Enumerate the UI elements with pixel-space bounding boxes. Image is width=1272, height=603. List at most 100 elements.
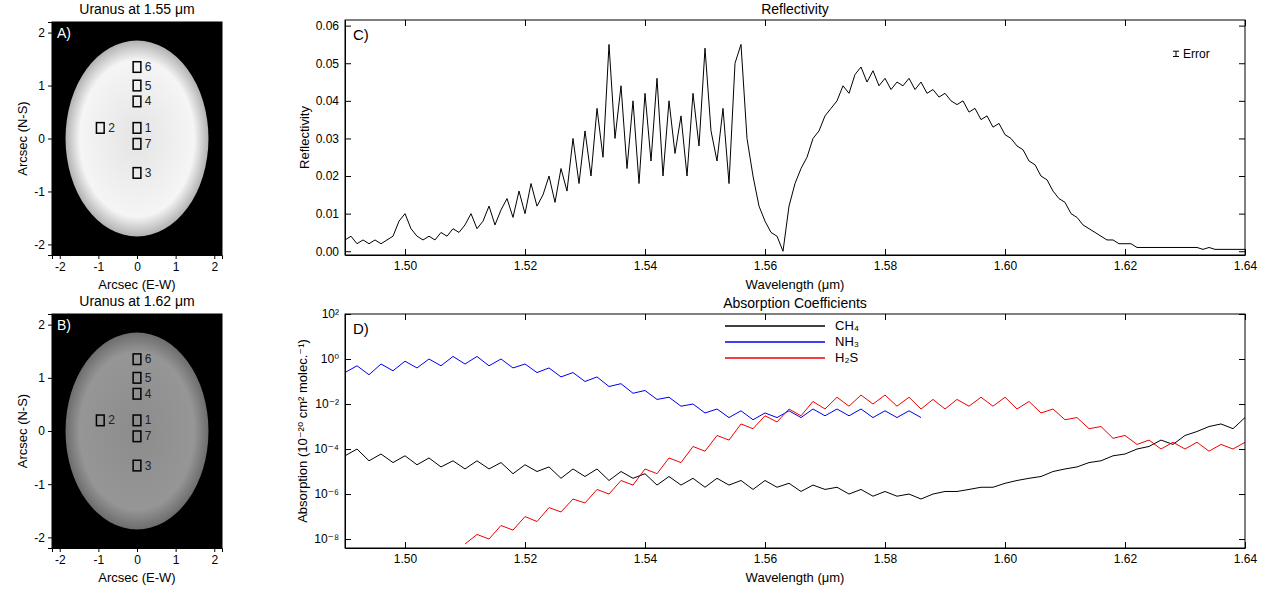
tick xyxy=(1125,20,1126,26)
tick xyxy=(765,20,766,26)
tick-mark xyxy=(345,359,351,360)
box-label: 6 xyxy=(145,60,152,74)
tick-mark xyxy=(345,138,351,139)
tick-mark xyxy=(345,539,351,540)
planet-disk xyxy=(66,41,209,237)
tick-mark xyxy=(885,249,886,255)
box-label: 3 xyxy=(145,166,152,180)
tick-mark xyxy=(1245,314,1246,320)
tick-label: 1.50 xyxy=(394,552,418,566)
tick-mark xyxy=(1239,63,1245,64)
tick-mark xyxy=(345,26,351,27)
line-panel: 1.501.521.541.561.581.601.621.640.000.01… xyxy=(316,19,1258,273)
tick: 1.64 xyxy=(1234,249,1258,273)
region-box xyxy=(133,388,141,399)
tick-mark xyxy=(1239,539,1245,540)
tick: 1.54 xyxy=(634,542,658,566)
tick-mark xyxy=(645,542,646,548)
tick: -2 xyxy=(34,531,52,545)
region-box xyxy=(133,96,141,107)
y-axis: -2-1012 xyxy=(34,315,52,549)
tick xyxy=(1005,314,1006,320)
tick-label: 1.62 xyxy=(1114,552,1138,566)
tick: 1.58 xyxy=(874,542,898,566)
tick-mark xyxy=(885,20,886,26)
legend-label: H₂S xyxy=(835,350,858,365)
tick: 1 xyxy=(173,548,180,567)
axis-line xyxy=(48,23,53,256)
planet-disk xyxy=(66,333,209,530)
tick xyxy=(1239,26,1245,27)
tick-label: 0 xyxy=(38,132,45,146)
tick-label: 1.58 xyxy=(874,552,898,566)
y-axis-title: Reflectivity xyxy=(297,106,312,169)
tick-mark xyxy=(1239,138,1245,139)
box-label: 2 xyxy=(108,121,115,135)
tick-mark xyxy=(405,249,406,255)
x-axis-title: Wavelength (μm) xyxy=(746,570,845,585)
plot-frame xyxy=(345,314,1245,548)
tick-mark xyxy=(1245,249,1246,255)
tick: 1.52 xyxy=(514,249,538,273)
region-box xyxy=(133,460,141,471)
region-box xyxy=(133,123,141,134)
plot-frame xyxy=(52,22,222,255)
plot-area xyxy=(345,44,1245,251)
region-box xyxy=(133,431,141,442)
legend-label: CH₄ xyxy=(835,318,859,333)
tick: -1 xyxy=(94,548,105,567)
tick-label: 1.60 xyxy=(994,552,1018,566)
tick xyxy=(1239,176,1245,177)
tick xyxy=(1125,314,1126,320)
axis-line xyxy=(346,255,1246,256)
tick-mark xyxy=(214,255,215,259)
tick: -1 xyxy=(94,255,105,274)
tick-label: -1 xyxy=(94,260,105,274)
tick-mark xyxy=(345,63,351,64)
tick: 0 xyxy=(38,424,52,438)
tick: 1.54 xyxy=(634,249,658,273)
tick-mark xyxy=(1239,314,1245,315)
tick-mark xyxy=(60,255,61,259)
error-bar-line xyxy=(1173,51,1179,52)
tick-label: 1.56 xyxy=(754,259,778,273)
tick xyxy=(1239,404,1245,405)
tick-mark xyxy=(345,404,351,405)
tick-label: -1 xyxy=(94,553,105,567)
y-axis: 10⁻⁸10⁻⁶10⁻⁴10⁻²10⁰10² xyxy=(314,307,351,548)
tick: 2 xyxy=(211,255,218,274)
tick-label: 0.00 xyxy=(316,245,340,259)
tick-mark xyxy=(525,314,526,320)
region-box xyxy=(133,415,141,426)
box-label: 4 xyxy=(145,387,152,401)
tick-mark xyxy=(1239,26,1245,27)
x-axis: 1.501.521.541.561.581.601.621.64 xyxy=(346,542,1258,566)
tick: 0 xyxy=(134,255,141,274)
tick xyxy=(645,314,646,320)
tick-mark xyxy=(405,314,406,320)
image-background xyxy=(52,22,222,255)
tick: 2 xyxy=(38,26,52,40)
box-label: 5 xyxy=(145,79,152,93)
tick-label: 2 xyxy=(38,26,45,40)
image-panel: 6542173A)-2-1012-2-1012 xyxy=(34,22,222,274)
y-axis-title: Arcsec (N-S) xyxy=(15,101,30,175)
x-axis-title: Arcsec (E-W) xyxy=(98,570,175,585)
y-axis-title: Absorption (10⁻²⁰ cm² molec.⁻¹) xyxy=(295,339,310,523)
tick-label: 1.56 xyxy=(754,552,778,566)
tick: 1 xyxy=(173,255,180,274)
tick: -1 xyxy=(34,185,52,199)
region-box xyxy=(133,80,141,91)
tick xyxy=(1005,20,1006,26)
plot-area xyxy=(52,22,222,255)
tick-mark xyxy=(405,20,406,26)
tick-label: 2 xyxy=(211,553,218,567)
tick-mark xyxy=(345,214,351,215)
tick-mark xyxy=(765,249,766,255)
tick-mark xyxy=(645,314,646,320)
box-label: 7 xyxy=(145,137,152,151)
tick-mark xyxy=(48,484,52,485)
plot-frame xyxy=(52,314,222,548)
tick xyxy=(1239,314,1245,315)
data-line xyxy=(345,44,1245,251)
